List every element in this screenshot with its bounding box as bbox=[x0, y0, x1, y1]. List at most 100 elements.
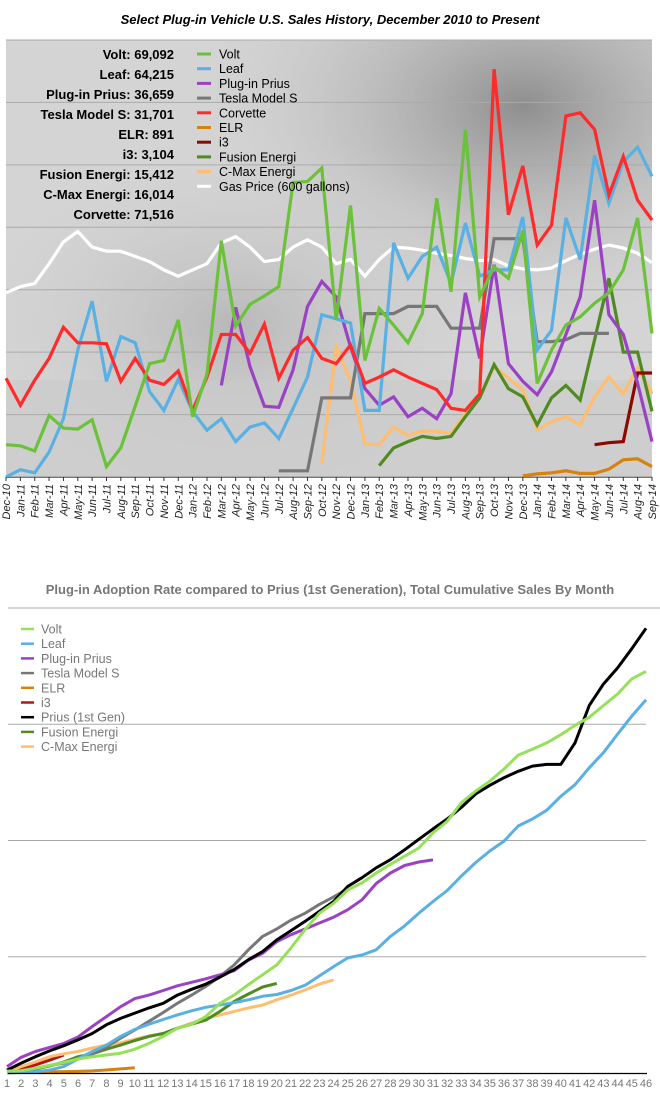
top-x-tick-label: May-13 bbox=[417, 483, 429, 521]
top-x-tick-label: Feb-11 bbox=[30, 484, 42, 518]
bottom-x-tick-label: 36 bbox=[498, 1078, 510, 1090]
legend-label-tesla-model-s: Tesla Model S bbox=[41, 667, 120, 681]
bottom-x-tick-label: 9 bbox=[118, 1078, 124, 1090]
total-value: 15,412 bbox=[134, 167, 174, 182]
top-x-tick-label: Dec-13 bbox=[518, 483, 530, 519]
top-x-tick-label: Apr-12 bbox=[231, 484, 243, 518]
total-fusion-energi: Fusion Energi: 15,412 bbox=[40, 167, 174, 182]
top-x-tick-label: Jan-14 bbox=[532, 484, 544, 519]
legend-label-c-max-energi: C-Max Energi bbox=[41, 740, 117, 754]
bottom-x-tick-label: 32 bbox=[441, 1078, 453, 1090]
bottom-series-line-leaf bbox=[6, 698, 648, 1075]
top-x-tick-label: Jan-11 bbox=[15, 484, 27, 518]
bottom-x-tick-label: 43 bbox=[597, 1078, 609, 1090]
bottom-x-tick-label: 3 bbox=[32, 1078, 38, 1090]
top-x-tick-label: Nov-12 bbox=[331, 484, 343, 519]
bottom-x-tick-label: 45 bbox=[626, 1078, 638, 1090]
total-corvette: Corvette: 71,516 bbox=[74, 207, 174, 222]
top-x-tick-label: Jul-13 bbox=[446, 483, 458, 515]
top-x-tick-label: Aug-13 bbox=[460, 483, 472, 520]
top-x-tick-label: Feb-12 bbox=[202, 484, 214, 519]
top-series-line-volt bbox=[5, 129, 654, 471]
top-x-tick-label: Jul-12 bbox=[274, 484, 286, 515]
legend-label-elr: ELR bbox=[41, 681, 65, 695]
total-label: Leaf: bbox=[100, 67, 131, 82]
top-x-tick-label: Aug-11 bbox=[116, 484, 128, 520]
bottom-x-tick-label: 22 bbox=[299, 1078, 311, 1090]
legend-label-volt: Volt bbox=[219, 48, 240, 62]
top-x-tick-label: Jul-11 bbox=[101, 484, 113, 514]
bottom-x-tick-label: 37 bbox=[512, 1078, 524, 1090]
top-x-tick-label: Jun-12 bbox=[259, 484, 271, 519]
bottom-series-line-volt bbox=[6, 670, 647, 1073]
bottom-x-tick-label: 24 bbox=[327, 1078, 339, 1090]
bottom-x-tick-label: 10 bbox=[129, 1078, 141, 1090]
legend-label-fusion-energi: Fusion Energi bbox=[219, 150, 296, 164]
total-value: 36,659 bbox=[134, 87, 174, 102]
total-label: ELR: bbox=[118, 127, 148, 142]
total-value: 891 bbox=[152, 127, 174, 142]
bottom-x-tick-label: 39 bbox=[540, 1078, 552, 1090]
top-x-tick-label: Mar-14 bbox=[561, 484, 573, 519]
top-x-tick-label: Jan-12 bbox=[188, 484, 200, 519]
top-x-tick-label: Dec-12 bbox=[346, 484, 358, 519]
bottom-x-tick-label: 34 bbox=[469, 1078, 481, 1090]
legend-label-c-max-energi: C-Max Energi bbox=[219, 165, 295, 179]
bottom-x-tick-label: 30 bbox=[413, 1078, 425, 1090]
bottom-x-tick-label: 12 bbox=[157, 1078, 169, 1090]
bottom-x-tick-label: 5 bbox=[61, 1078, 67, 1090]
bottom-x-tick-label: 17 bbox=[228, 1078, 240, 1090]
total-label: Tesla Model S: bbox=[41, 107, 131, 122]
bottom-x-tick-label: 41 bbox=[569, 1078, 581, 1090]
total-leaf: Leaf: 64,215 bbox=[100, 67, 174, 82]
top-x-tick-label: Nov-11 bbox=[159, 484, 171, 519]
bottom-x-tick-label: 35 bbox=[484, 1078, 496, 1090]
legend-label-gas-price-600-gallons: Gas Price (600 gallons) bbox=[219, 180, 350, 194]
bottom-x-tick-label: 19 bbox=[256, 1078, 268, 1090]
bottom-series-line-plug-in-prius bbox=[6, 858, 434, 1068]
top-x-tick-label: Apr-14 bbox=[575, 484, 587, 518]
bottom-x-tick-label: 4 bbox=[47, 1078, 53, 1090]
total-value: 3,104 bbox=[141, 147, 174, 162]
legend-label-tesla-model-s: Tesla Model S bbox=[219, 92, 298, 106]
bottom-series-line-prius-1st-gen bbox=[6, 627, 648, 1072]
top-x-tick-label: Jun-11 bbox=[87, 484, 99, 518]
top-series-line-tesla-model-s bbox=[278, 237, 609, 473]
bottom-x-tick-label: 11 bbox=[143, 1078, 154, 1090]
top-x-tick-label: May-11 bbox=[73, 484, 85, 520]
bottom-x-tick-label: 13 bbox=[171, 1078, 183, 1090]
total-value: 71,516 bbox=[134, 207, 174, 222]
legend-label-corvette: Corvette bbox=[219, 106, 266, 120]
total-value: 31,701 bbox=[134, 107, 174, 122]
top-x-tick-label: Jun-14 bbox=[604, 484, 616, 519]
bottom-chart-title: Plug-in Adoption Rate compared to Prius … bbox=[46, 582, 615, 597]
total-label: Volt: bbox=[103, 47, 131, 62]
bottom-x-tick-label: 14 bbox=[185, 1078, 197, 1090]
total-label: Fusion Energi: bbox=[40, 167, 131, 182]
top-series-line-corvette bbox=[4, 68, 654, 415]
bottom-x-tick-label: 2 bbox=[18, 1078, 24, 1090]
total-i3: i3: 3,104 bbox=[123, 147, 175, 162]
top-x-tick-label: Sep-13 bbox=[475, 483, 487, 519]
top-series-line-plug-in-prius bbox=[219, 199, 654, 442]
top-x-tick-label: Mar-12 bbox=[216, 484, 228, 519]
top-x-tick-label: Oct-13 bbox=[489, 483, 501, 517]
top-x-tick-label: Dec-10 bbox=[1, 483, 13, 519]
legend-label-volt: Volt bbox=[41, 623, 62, 637]
top-x-tick-label: May-14 bbox=[590, 484, 602, 521]
total-value: 69,092 bbox=[134, 47, 174, 62]
legend-label-leaf: Leaf bbox=[41, 637, 66, 651]
bottom-x-tick-label: 26 bbox=[356, 1078, 368, 1090]
top-series-line-elr bbox=[522, 457, 653, 478]
total-label: Corvette: bbox=[74, 207, 131, 222]
total-volt: Volt: 69,092 bbox=[103, 47, 174, 62]
legend-label-fusion-energi: Fusion Energi bbox=[41, 725, 118, 739]
top-x-tick-label: Mar-11 bbox=[44, 484, 56, 518]
bottom-x-tick-label: 44 bbox=[611, 1078, 623, 1090]
legend-label-leaf: Leaf bbox=[219, 62, 244, 76]
bottom-x-tick-label: 46 bbox=[640, 1078, 652, 1090]
bottom-x-tick-label: 20 bbox=[271, 1078, 283, 1090]
top-chart-title: Select Plug-in Vehicle U.S. Sales Histor… bbox=[121, 12, 540, 27]
bottom-x-tick-label: 25 bbox=[342, 1078, 354, 1090]
